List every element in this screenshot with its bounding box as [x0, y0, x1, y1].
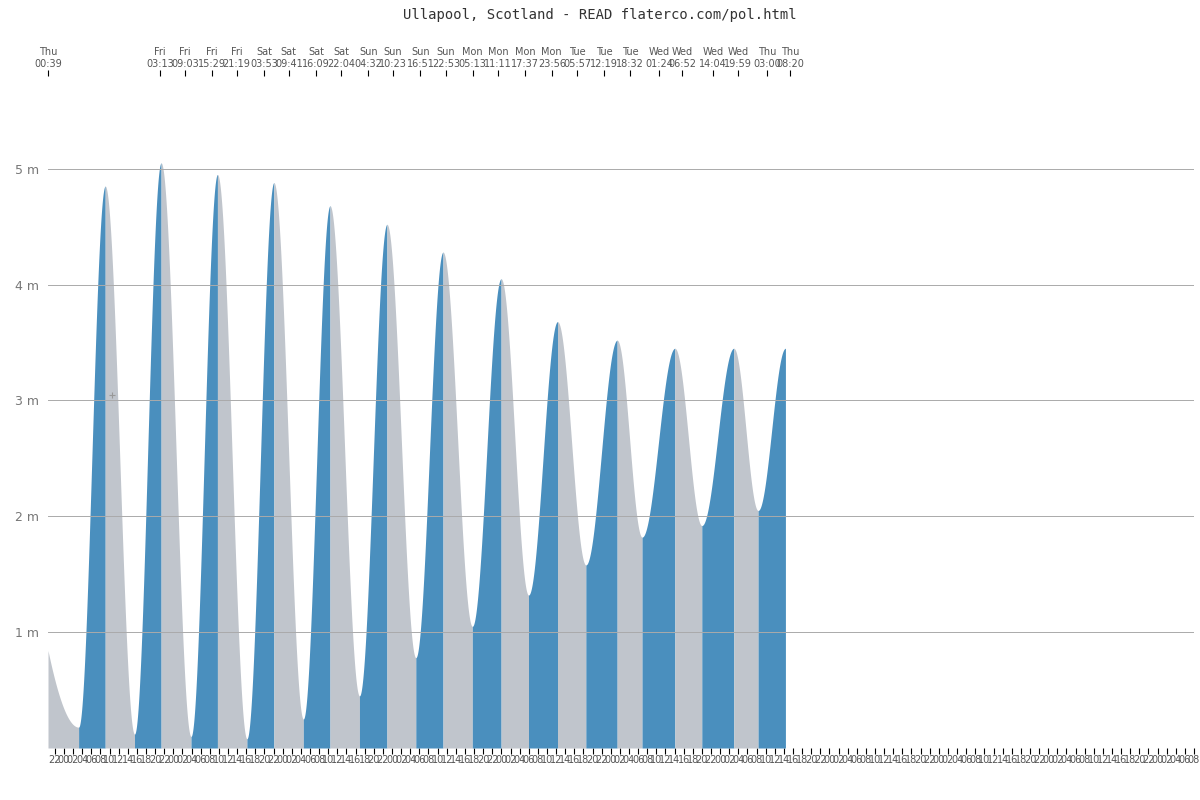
Text: Ullapool, Scotland - READ flaterco.com/pol.html: Ullapool, Scotland - READ flaterco.com/p… — [403, 8, 797, 22]
